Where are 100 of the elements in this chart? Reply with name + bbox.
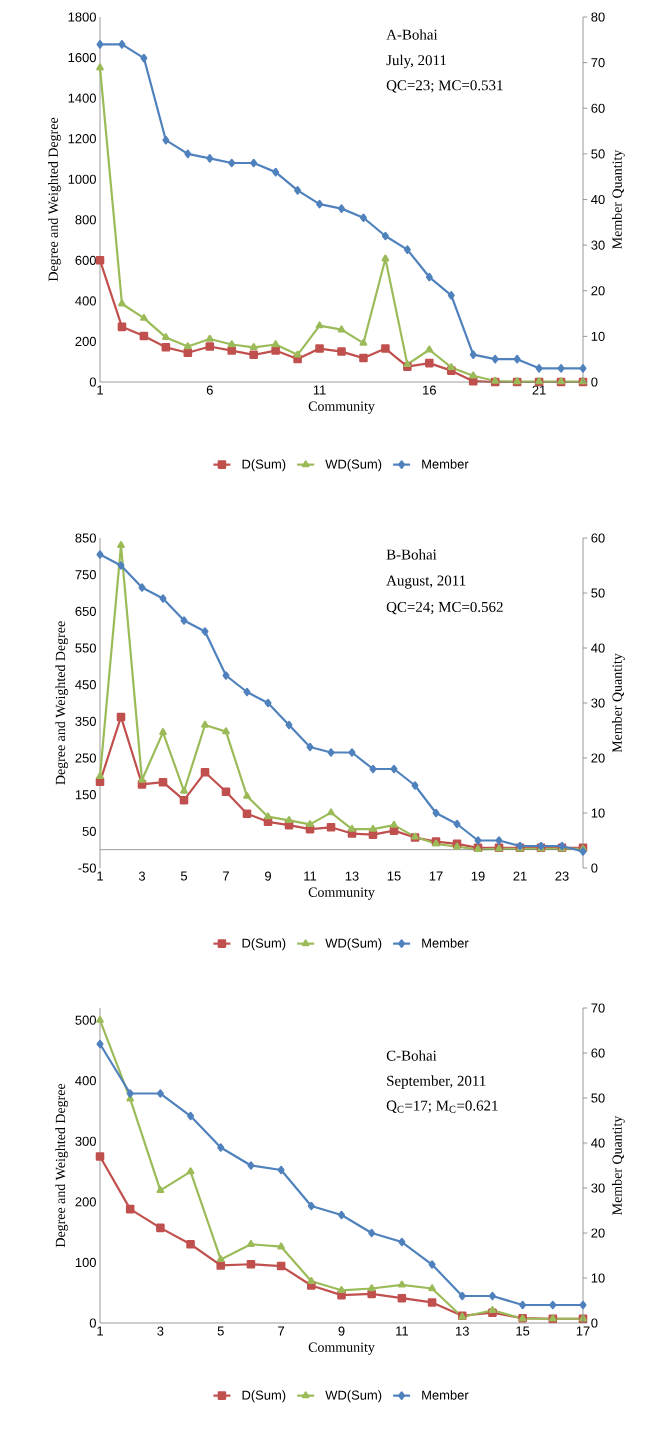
x-tick-label: 17 (429, 871, 443, 881)
x-axis-title: Community (308, 401, 375, 414)
y2-tick-label: 30 (591, 1183, 605, 1193)
y2-tick-label: 20 (591, 286, 605, 296)
y2-tick-label: 40 (591, 1138, 605, 1148)
y-axis-title: Degree and Weighted Degree (55, 621, 69, 785)
x-tick-label: 7 (278, 1326, 285, 1336)
y2-tick-label: 10 (591, 331, 605, 341)
x-tick-label: 3 (157, 1326, 164, 1336)
y-tick-label: 400 (75, 296, 96, 306)
x-tick-label: 9 (338, 1326, 345, 1336)
y-tick-label: 200 (75, 1197, 96, 1207)
y2-tick-label: 50 (591, 588, 605, 598)
x-tick-label: 1 (97, 871, 103, 881)
legend-label: Member (422, 459, 469, 469)
annotation: September, 2011 (387, 1075, 486, 1089)
y2-tick-label: 50 (591, 149, 605, 159)
y-tick-label: 250 (75, 753, 96, 763)
x-tick-label: 1 (97, 1326, 103, 1336)
y-tick-label: 1800 (68, 12, 96, 22)
y-tick-label: 50 (82, 826, 96, 836)
y-tick-label: 650 (75, 606, 96, 616)
x-tick-label: 7 (223, 871, 229, 881)
y-tick-label: 750 (75, 570, 96, 580)
y2-axis-title: Member Quantity (612, 149, 625, 249)
y-tick-label: 150 (75, 790, 96, 800)
y2-tick-label: 10 (591, 808, 605, 818)
y-tick-label: 0 (89, 377, 96, 387)
y-tick-label: 1600 (68, 52, 96, 63)
y-tick-label: 300 (75, 1136, 96, 1146)
y2-axis-title: Member Quantity (612, 653, 625, 753)
y-tick-label: 100 (75, 1257, 96, 1268)
x-tick-label: 5 (180, 871, 188, 881)
x-tick-label: 21 (532, 385, 546, 395)
y2-tick-label: 40 (591, 643, 605, 653)
annotation: Q$_{C}$=17; M$_{C}$=0.621 (386, 1100, 498, 1113)
y2-tick-label: 70 (591, 1003, 605, 1013)
annotation: July, 2011 (386, 54, 447, 69)
x-tick-label: 11 (313, 385, 326, 395)
y-tick-label: 550 (75, 643, 96, 653)
y2-tick-label: 70 (591, 58, 605, 68)
annotation: QC=23; MC=0.531 (386, 80, 503, 93)
x-tick-label: 23 (555, 871, 569, 881)
y-tick-label: -50 (78, 863, 96, 873)
annotation: A-Bohai (386, 29, 438, 40)
legend-label: D(Sum) (242, 1390, 286, 1403)
y2-tick-label: 60 (591, 1048, 605, 1058)
y-tick-label: 1000 (68, 174, 96, 184)
legend-label: Member (422, 1390, 469, 1400)
legend-label: D(Sum) (242, 459, 286, 472)
legend-label: D(Sum) (242, 938, 286, 951)
y2-tick-label: 40 (591, 194, 605, 205)
x-tick-label: 11 (396, 1326, 408, 1336)
annotation: B-Bohai (386, 549, 437, 560)
y-tick-label: 1200 (68, 134, 96, 144)
x-tick-label: 13 (345, 871, 359, 881)
x-tick-label: 3 (138, 871, 146, 881)
x-tick-label: 17 (576, 1326, 590, 1336)
annotation: QC=24; MC=0.562 (386, 601, 503, 615)
y2-tick-label: 30 (591, 240, 605, 250)
y2-tick-label: 20 (591, 1228, 605, 1238)
legend-label: WD(Sum) (325, 1390, 382, 1403)
y2-tick-label: 50 (591, 1093, 605, 1103)
y2-tick-label: 0 (591, 863, 598, 873)
y2-tick-label: 60 (591, 103, 605, 113)
y2-tick-label: 20 (591, 753, 605, 763)
y-axis-title: Degree and Weighted Degree (48, 117, 61, 282)
y-tick-label: 600 (75, 255, 96, 265)
y-axis-title: Degree and Weighted Degree (55, 1083, 69, 1248)
x-tick-label: 11 (304, 871, 317, 881)
y2-tick-label: 30 (591, 698, 605, 708)
y2-tick-label: 80 (591, 12, 605, 22)
x-tick-label: 1 (97, 385, 103, 395)
x-tick-label: 16 (423, 385, 436, 395)
x-tick-label: 13 (456, 1326, 469, 1336)
y-tick-label: 450 (75, 680, 96, 690)
x-tick-label: 9 (265, 871, 271, 881)
y-tick-label: 850 (75, 533, 96, 543)
x-axis-title: Community (308, 1342, 375, 1355)
annotation: August, 2011 (386, 575, 466, 589)
y2-axis-title: Member Quantity (612, 1115, 625, 1215)
legend-label: WD(Sum) (325, 459, 382, 472)
legend-label: Member (422, 938, 469, 948)
x-tick-label: 6 (206, 385, 213, 395)
x-tick-label: 19 (471, 871, 485, 881)
y2-tick-label: 60 (591, 533, 605, 543)
x-tick-label: 21 (513, 871, 527, 881)
y-tick-label: 0 (89, 1318, 96, 1328)
x-tick-label: 15 (516, 1326, 530, 1336)
y-tick-label: 200 (75, 336, 96, 347)
x-tick-label: 15 (387, 871, 401, 881)
y-tick-label: 500 (75, 1015, 96, 1025)
y-tick-label: 400 (75, 1076, 96, 1086)
y2-tick-label: 10 (591, 1273, 605, 1283)
x-tick-label: 5 (217, 1326, 224, 1336)
y-tick-label: 350 (75, 716, 96, 726)
x-axis-title: Community (308, 887, 375, 900)
y2-tick-label: 0 (591, 1318, 598, 1328)
y-tick-label: 1400 (68, 93, 96, 103)
y2-tick-label: 0 (591, 377, 598, 387)
